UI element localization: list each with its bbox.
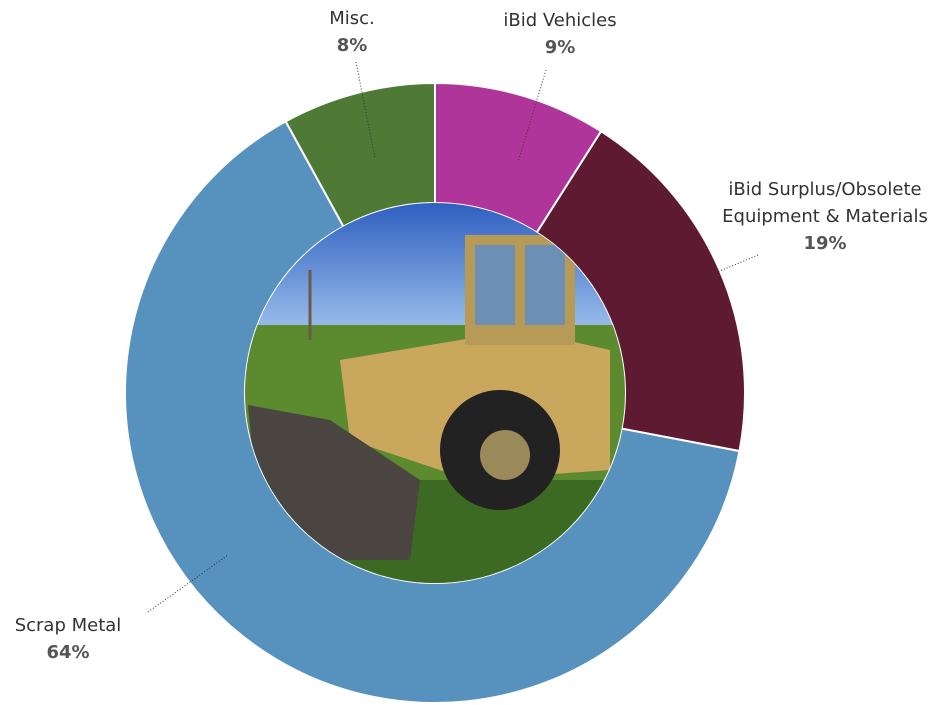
leader-line <box>669 254 759 293</box>
leader-line <box>147 554 229 613</box>
category-label: Misc. <box>329 8 375 29</box>
slice-label: iBid Vehicles 9% <box>460 7 660 61</box>
value-label: 19% <box>803 233 847 254</box>
value-label: 8% <box>336 35 368 56</box>
value-label: 9% <box>544 37 576 58</box>
category-label: iBid Vehicles <box>503 10 617 31</box>
category-label: Scrap Metal <box>14 615 122 636</box>
slice-label: Misc. 8% <box>292 5 412 59</box>
category-label: iBid Surplus/Obsolete Equipment & Materi… <box>722 179 928 227</box>
slice-label: Scrap Metal 64% <box>0 612 148 666</box>
slice-label: iBid Surplus/Obsolete Equipment & Materi… <box>705 176 937 257</box>
leader-line <box>517 69 547 163</box>
leader-line <box>355 61 376 159</box>
value-label: 64% <box>46 642 90 663</box>
